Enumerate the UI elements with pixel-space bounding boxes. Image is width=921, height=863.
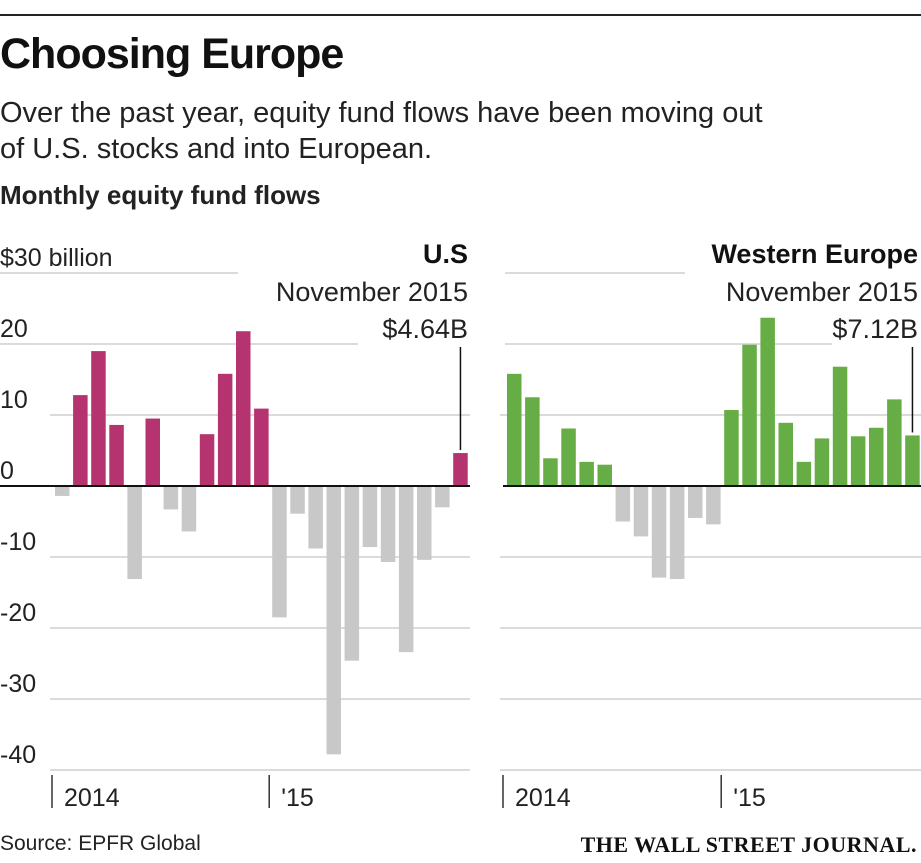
us-bar xyxy=(181,486,197,532)
y-tick-label: -10 xyxy=(0,528,36,556)
europe-x-tick-label: '15 xyxy=(733,784,766,812)
us-bar xyxy=(326,486,341,755)
europe-annotation-date: November 2015 xyxy=(726,277,918,307)
us-x-tick-label: 2014 xyxy=(64,784,120,812)
us-bar xyxy=(290,486,305,514)
us-panel-title: U.S xyxy=(423,239,468,269)
source-note: Source: EPFR Global xyxy=(0,832,201,855)
europe-bar xyxy=(543,458,558,486)
us-annotation-date: November 2015 xyxy=(276,277,468,307)
us-bar xyxy=(308,486,323,549)
us-bar xyxy=(199,434,215,486)
us-bar xyxy=(163,486,179,510)
us-x-tick-label: '15 xyxy=(281,784,314,812)
page-subtitle: Over the past year, equity fund flows ha… xyxy=(0,97,763,165)
y-tick-label: -30 xyxy=(0,670,36,698)
europe-bar xyxy=(869,427,884,486)
y-tick-label: $30 billion xyxy=(0,244,113,272)
publisher-logo: THE WALL STREET JOURNAL. xyxy=(580,832,917,857)
y-tick-label: 0 xyxy=(0,457,14,485)
europe-bar xyxy=(633,486,649,537)
europe-bar xyxy=(778,422,793,486)
europe-x-tick-label: 2014 xyxy=(515,784,571,812)
us-annotation-value: $4.64B xyxy=(382,314,468,344)
us-bar xyxy=(344,486,360,661)
europe-bar xyxy=(615,486,631,522)
europe-bar xyxy=(887,399,902,486)
us-bar xyxy=(55,486,70,496)
us-bar xyxy=(254,408,269,486)
us-bar xyxy=(435,486,450,508)
us-bar xyxy=(109,424,124,486)
us-bar xyxy=(453,453,468,486)
europe-bar xyxy=(561,428,576,486)
europe-bar xyxy=(597,464,612,486)
europe-bar xyxy=(525,397,540,486)
europe-bar xyxy=(669,486,685,580)
us-bar xyxy=(73,395,88,486)
chart-label: Monthly equity fund flows xyxy=(0,180,321,210)
charts-svg: $30 billion 20 10 0 -10 -20 -30 -40 2014 '15 U.S No… xyxy=(0,239,921,812)
europe-bar xyxy=(905,435,920,486)
europe-annotation-value: $7.12B xyxy=(832,314,918,344)
europe-bar xyxy=(796,461,812,486)
us-bar xyxy=(362,486,378,548)
y-tick-label: 20 xyxy=(0,315,28,343)
us-bar xyxy=(272,486,287,618)
y-tick-label: -40 xyxy=(0,741,36,769)
us-bar xyxy=(145,418,160,486)
y-tick-label: -20 xyxy=(0,599,36,627)
europe-bar xyxy=(814,438,830,486)
top-rule xyxy=(0,14,921,16)
us-bar xyxy=(91,351,106,486)
us-bar xyxy=(236,331,251,486)
europe-bar xyxy=(742,344,757,486)
us-bar xyxy=(217,373,233,486)
europe-bar xyxy=(832,366,848,486)
europe-bar xyxy=(579,461,594,486)
europe-bar xyxy=(507,373,522,486)
europe-bar xyxy=(651,486,667,578)
europe-bar xyxy=(850,436,866,486)
y-tick-label: 10 xyxy=(0,386,28,414)
page-title: Choosing Europe xyxy=(0,30,344,78)
us-bar xyxy=(417,486,432,560)
europe-panel-title: Western Europe xyxy=(711,239,918,269)
us-bar xyxy=(127,486,142,580)
europe-bar xyxy=(724,410,739,486)
us-bar xyxy=(380,486,396,562)
us-bar xyxy=(398,486,414,653)
europe-bar xyxy=(688,486,703,518)
europe-bar xyxy=(706,486,721,525)
europe-bar xyxy=(760,317,775,486)
